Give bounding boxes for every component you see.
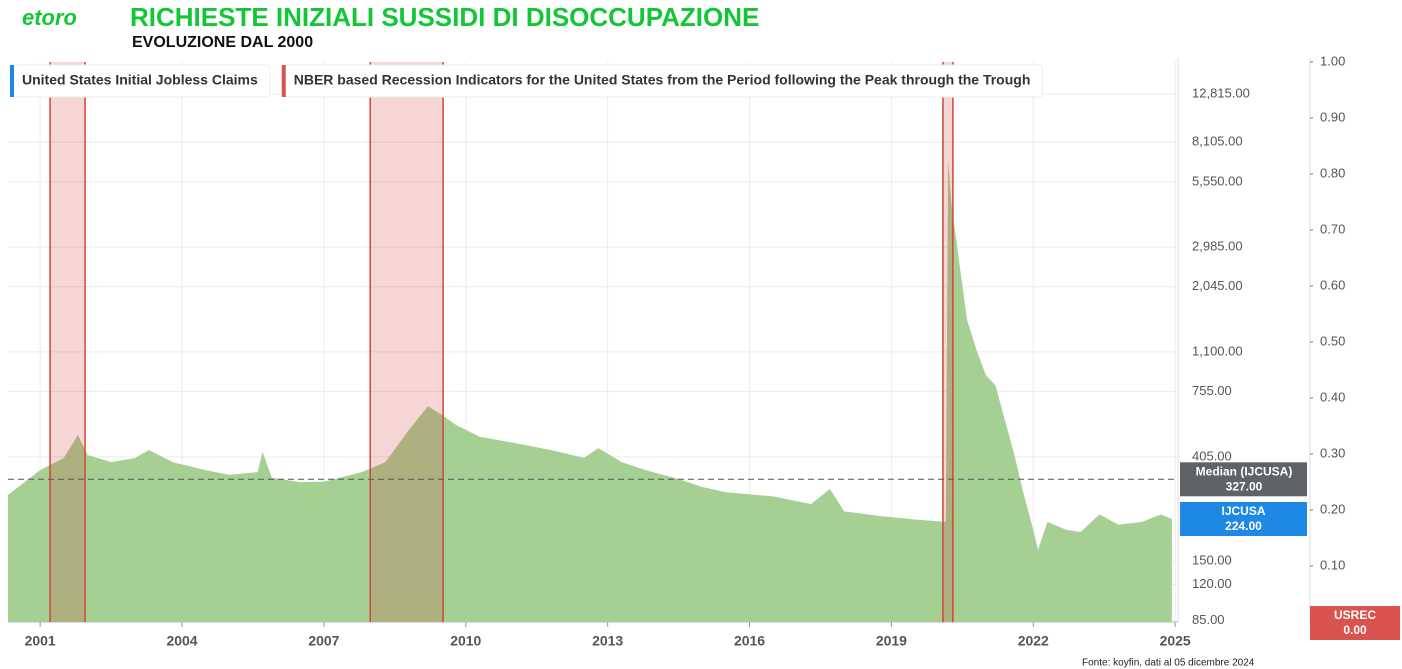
recession-area [8, 62, 1178, 622]
y-tick-label: 2,045.00 [1192, 278, 1243, 293]
x-tick-label: 2022 [1018, 633, 1049, 649]
last-value-box [1310, 606, 1400, 640]
legend-swatch [10, 65, 14, 97]
x-tick-label: 2019 [876, 633, 907, 649]
median-value: 327.00 [1226, 479, 1263, 493]
y-tick-label: 85.00 [1192, 612, 1225, 627]
y-tick-label: 1,100.00 [1192, 343, 1243, 358]
y-tick-label: 120.00 [1192, 576, 1232, 591]
claims-area [8, 160, 1172, 622]
x-tick-label: 2013 [592, 633, 623, 649]
chart-subtitle: EVOLUZIONE DAL 2000 [132, 34, 313, 51]
y2-tick-label: 0.30 [1320, 445, 1345, 460]
y-tick-label: 150.00 [1192, 553, 1232, 568]
last-value-name: USREC [1334, 608, 1376, 622]
legend-swatch [281, 65, 286, 97]
legend-item: United States Initial Jobless Claims [9, 64, 271, 98]
y2-tick-label: 0.50 [1320, 333, 1345, 348]
y-tick-label: 405.00 [1192, 448, 1232, 463]
last-value-label: 0.00 [1343, 623, 1367, 637]
legend-label: United States Initial Jobless Claims [22, 72, 258, 88]
x-tick-label: 2004 [166, 633, 197, 649]
y2-tick-label: 0.80 [1320, 165, 1345, 180]
legend-item: NBER based Recession Indicators for the … [281, 64, 1043, 98]
y-tick-label: 2,985.00 [1192, 239, 1243, 254]
y-tick-label: 5,550.00 [1192, 173, 1243, 188]
y2-tick-label: 0.90 [1320, 109, 1345, 124]
y2-tick-label: 0.20 [1320, 501, 1345, 516]
median-label: Median (IJCUSA) [1196, 464, 1293, 478]
y-tick-label: 12,815.00 [1192, 86, 1250, 101]
y-tick-label: 8,105.00 [1192, 134, 1243, 149]
source-note: Fonte: koyfin, dati al 05 dicembre 2024 [1082, 658, 1255, 669]
y2-tick-label: 0.70 [1320, 221, 1345, 236]
last-value-label: 224.00 [1225, 519, 1262, 533]
x-tick-label: 2007 [308, 633, 339, 649]
y-tick-label: 755.00 [1192, 383, 1232, 398]
y2-tick-label: 1.00 [1320, 53, 1345, 68]
x-tick-label: 2025 [1160, 633, 1191, 649]
brand-logo: etoro [22, 5, 77, 30]
y2-tick-label: 0.60 [1320, 277, 1345, 292]
y2-tick-label: 0.40 [1320, 389, 1345, 404]
x-tick-label: 2016 [734, 633, 765, 649]
legend-label: NBER based Recession Indicators for the … [294, 72, 1031, 88]
chart-title: RICHIESTE INIZIALI SUSSIDI DI DISOCCUPAZ… [130, 2, 759, 32]
last-value-name: IJCUSA [1221, 504, 1265, 518]
x-tick-label: 2010 [450, 633, 481, 649]
last-value-box [1180, 502, 1307, 536]
median-label-box [1180, 462, 1307, 497]
x-tick-label: 2001 [25, 633, 56, 649]
y2-tick-label: 0.10 [1320, 557, 1345, 572]
